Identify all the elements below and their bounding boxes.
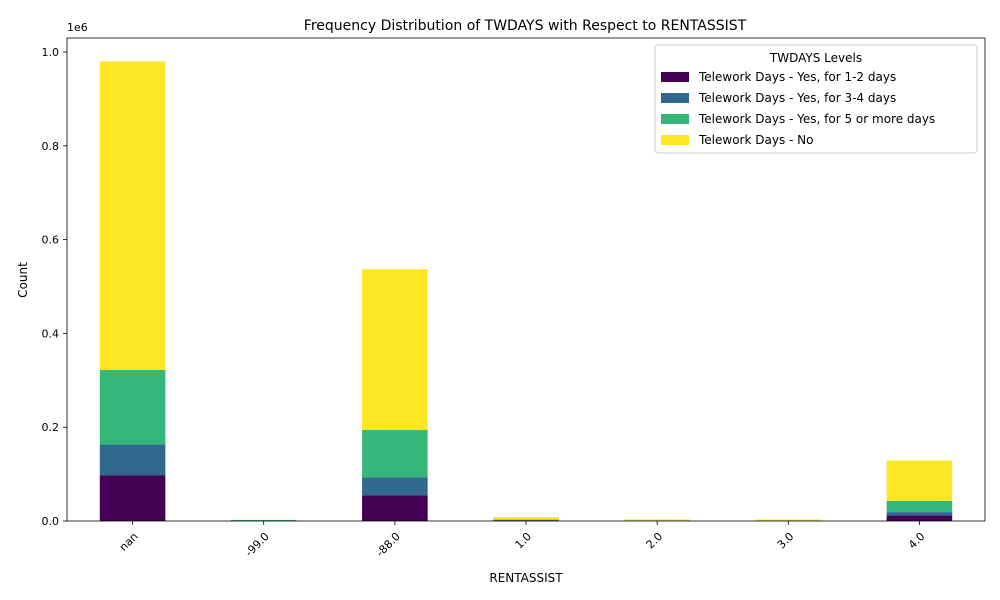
legend-swatch — [661, 93, 689, 103]
x-tick-label: 1.0 — [513, 530, 535, 552]
x-axis-label: RENTASSIST — [489, 571, 563, 585]
bar-segment — [886, 512, 953, 516]
chart-title: Frequency Distribution of TWDAYS with Re… — [304, 18, 747, 34]
x-tick-label: -88.0 — [374, 530, 403, 559]
y-tick-label: 0.0 — [42, 515, 60, 528]
bar-segment — [886, 500, 953, 513]
bar-segment — [362, 495, 428, 521]
bar-segment — [362, 269, 428, 431]
legend-swatch — [661, 135, 689, 145]
y-offset-label: 1e6 — [67, 21, 88, 34]
bar-segment — [99, 61, 166, 371]
legend-label: Telework Days - No — [698, 133, 813, 147]
y-axis-label: Count — [16, 262, 30, 298]
x-tick-label: -99.0 — [243, 530, 272, 559]
y-axis: 0.0 0.2 0.4 0.6 0.8 1.0 — [42, 46, 67, 528]
x-axis: nan -99.0 -88.0 1.0 2.0 3.0 4.0 — [117, 521, 928, 559]
bar-segment — [99, 475, 166, 521]
bars-group — [99, 61, 953, 521]
legend-swatch — [661, 72, 689, 82]
y-tick-label: 0.4 — [42, 327, 60, 340]
legend-label: Telework Days - Yes, for 1-2 days — [698, 70, 896, 84]
bar-segment — [99, 370, 166, 445]
bar-segment — [362, 430, 428, 478]
bar-segment — [755, 519, 822, 521]
y-tick-label: 0.6 — [42, 234, 60, 247]
legend-frame — [654, 44, 978, 154]
x-tick-label: 3.0 — [775, 530, 797, 552]
bar-segment — [886, 460, 953, 501]
bar-segment — [624, 519, 690, 521]
y-tick-label: 0.8 — [42, 140, 60, 153]
legend-label: Telework Days - Yes, for 5 or more days — [698, 112, 935, 126]
x-tick-label: 4.0 — [906, 530, 928, 552]
x-tick-label: nan — [117, 530, 141, 554]
legend-title: TWDAYS Levels — [769, 51, 862, 65]
bar-segment — [493, 519, 559, 520]
bar-segment — [99, 444, 166, 476]
legend-swatch — [661, 114, 689, 124]
bar-segment — [230, 519, 297, 521]
y-tick-label: 0.2 — [42, 421, 60, 434]
bar-segment — [493, 517, 559, 520]
bar-segment — [886, 515, 953, 521]
y-tick-label: 1.0 — [42, 46, 60, 59]
x-tick-label: 2.0 — [644, 530, 666, 552]
legend: TWDAYS Levels Telework Days - Yes, for 1-… — [654, 44, 978, 154]
bar-segment — [362, 477, 428, 496]
legend-label: Telework Days - Yes, for 3-4 days — [698, 91, 896, 105]
